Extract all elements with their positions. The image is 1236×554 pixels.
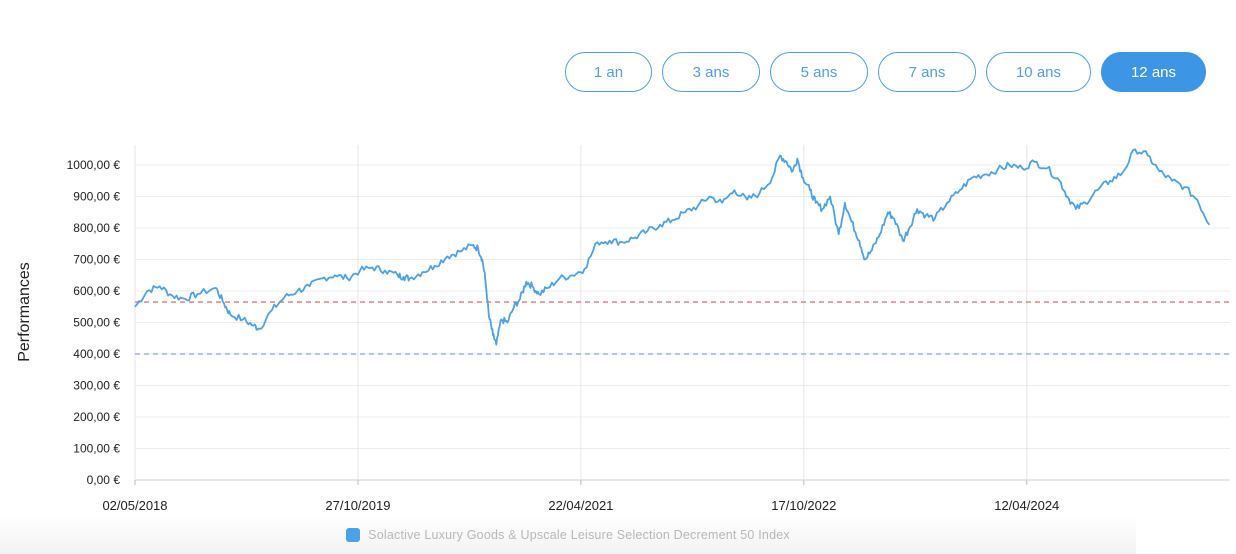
y-tick-label: 800,00 €: [73, 221, 120, 235]
x-tick-label: 27/10/2019: [325, 498, 390, 513]
period-5-ans-button[interactable]: 5 ans: [770, 52, 868, 92]
x-tick-label: 12/04/2024: [994, 498, 1059, 513]
period-3-ans-button[interactable]: 3 ans: [662, 52, 760, 92]
y-tick-label: 500,00 €: [73, 316, 120, 330]
y-axis-label: Performances: [16, 262, 33, 362]
period-12-ans-button[interactable]: 12 ans: [1101, 52, 1206, 92]
x-tick-label: 22/04/2021: [548, 498, 613, 513]
y-axis: 0,00 € 100,00 € 200,00 € 300,00 € 400,00 € 50…: [67, 158, 121, 487]
reference-lines: [135, 301, 1230, 355]
x-axis: 02/05/2018 27/10/2019 22/04/2021 17/10/2022…: [102, 498, 1059, 513]
y-tick-label: 300,00 €: [73, 379, 120, 393]
y-tick-label: 200,00 €: [73, 410, 120, 424]
legend-swatch: [346, 528, 361, 542]
series-line[interactable]: [134, 148, 1211, 346]
period-10-ans-button[interactable]: 10 ans: [986, 52, 1091, 92]
period-1-an-button[interactable]: 1 an: [565, 52, 652, 92]
y-tick-label: 700,00 €: [73, 253, 120, 267]
period-selector: 1 an 3 ans 5 ans 7 ans 10 ans 12 ans: [565, 52, 1206, 92]
performance-chart: 0,00 € 100,00 € 200,00 € 300,00 € 400,00 € 50…: [16, 145, 1230, 513]
y-tick-label: 1000,00 €: [67, 158, 121, 172]
series-layer: [134, 148, 1211, 346]
x-tick-label: 02/05/2018: [102, 498, 167, 513]
y-tick-label: 900,00 €: [73, 190, 120, 204]
y-tick-label: 600,00 €: [73, 284, 120, 298]
chart-legend[interactable]: Solactive Luxury Goods & Upscale Leisure…: [0, 516, 1136, 554]
x-tick-label: 17/10/2022: [771, 498, 836, 513]
legend-label: Solactive Luxury Goods & Upscale Leisure…: [368, 528, 790, 542]
y-tick-label: 0,00 €: [87, 473, 121, 487]
y-tick-label: 100,00 €: [73, 442, 120, 456]
y-tick-label: 400,00 €: [73, 347, 120, 361]
period-7-ans-button[interactable]: 7 ans: [878, 52, 976, 92]
